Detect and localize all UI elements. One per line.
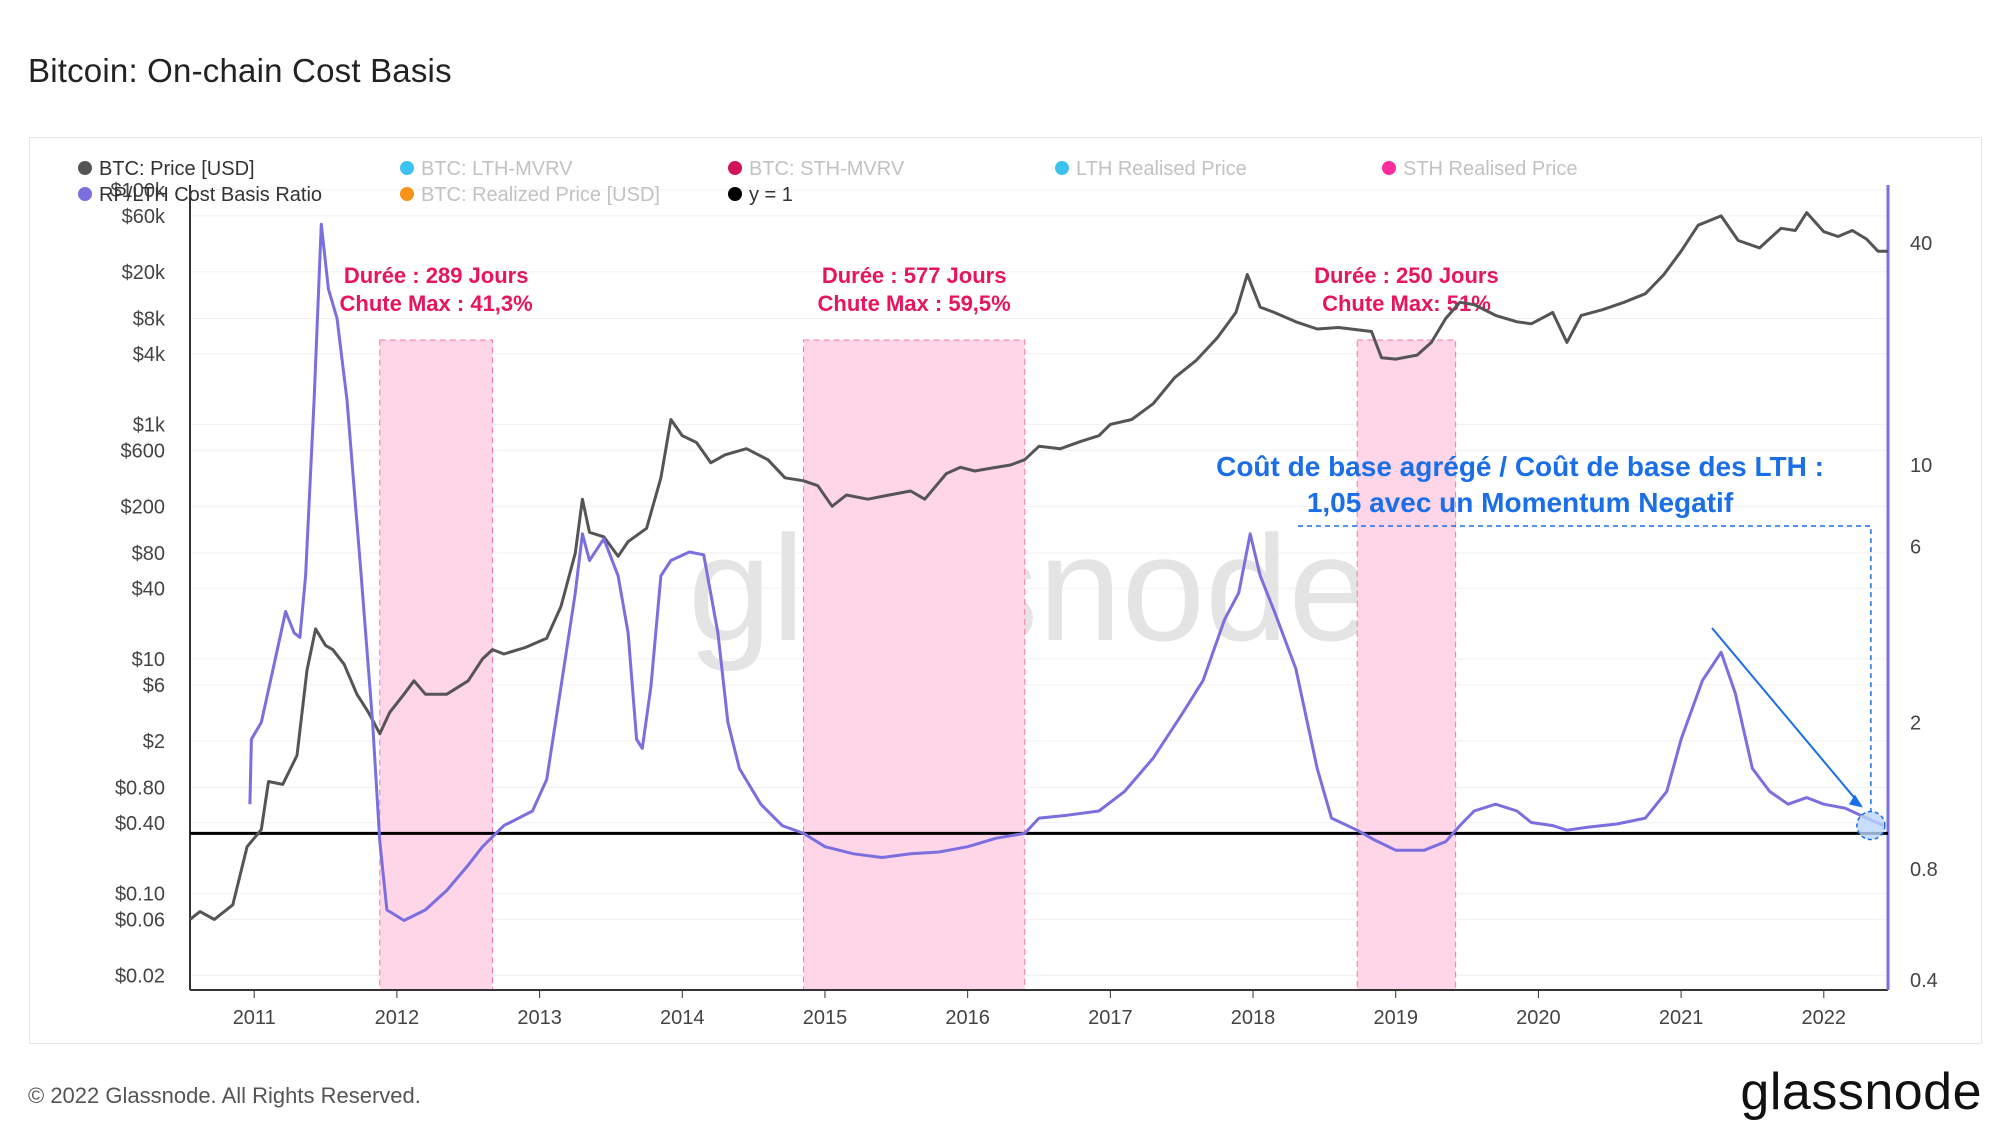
legend-label: BTC: LTH-MVRV [421, 158, 573, 180]
y-left-tick-label: $20k [122, 262, 166, 284]
x-tick-label: 2013 [517, 1007, 562, 1029]
x-tick-label: 2020 [1516, 1007, 1561, 1029]
x-tick-label: 2017 [1088, 1007, 1133, 1029]
y-left-tick-label: $2 [143, 731, 165, 753]
y-left-tick-label: $0.80 [115, 777, 165, 799]
legend-label: BTC: Realized Price [USD] [421, 184, 660, 206]
y-left-tick-label: $200 [121, 496, 166, 518]
x-tick-label: 2014 [660, 1007, 705, 1029]
legend-marker [1055, 161, 1069, 175]
x-tick-label: 2011 [233, 1007, 276, 1029]
y-left-tick-label: $0.06 [115, 909, 165, 931]
y-left-tick-label: $0.40 [115, 813, 165, 835]
legend-marker [728, 187, 742, 201]
legend-marker [1382, 161, 1396, 175]
legend-label: BTC: Price [USD] [99, 158, 255, 180]
region-duration-label: Durée : 289 Jours [344, 263, 529, 288]
x-tick-label: 2015 [803, 1007, 848, 1029]
copyright-footer: © 2022 Glassnode. All Rights Reserved. [28, 1083, 421, 1108]
cost-basis-ratio-line [248, 222, 1885, 922]
y-left-tick-label: $600 [121, 440, 166, 462]
y-right-tick-label: 40 [1910, 233, 1932, 255]
y-right-tick-label: 10 [1910, 455, 1932, 477]
y-left-tick-label: $100k [111, 180, 166, 202]
annotation-line-2: 1,05 avec un Momentum Negatif [1307, 487, 1734, 518]
y-left-tick-label: $0.02 [115, 965, 165, 987]
legend-label: BTC: STH-MVRV [749, 158, 905, 180]
price-series-line [189, 211, 1888, 921]
y-right-tick-label: 0.8 [1910, 859, 1938, 881]
y-right-tick-label: 2 [1910, 712, 1921, 734]
y-left-tick-label: $8k [133, 308, 166, 330]
annotation-highlight-circle [1856, 810, 1886, 841]
region-drawdown-label: Chute Max : 41,3% [340, 291, 533, 316]
y-right-tick-label: 6 [1910, 537, 1921, 559]
y-left-tick-label: $0.10 [115, 883, 165, 905]
legend-marker [78, 161, 92, 175]
x-tick-label: 2019 [1373, 1007, 1418, 1029]
y-left-tick-label: $1k [133, 414, 166, 436]
legend-marker [728, 161, 742, 175]
shaded-drawdown-region [379, 339, 494, 991]
legend-marker [400, 161, 414, 175]
momentum-arrow-head [1848, 794, 1863, 808]
x-tick-label: 2021 [1659, 1007, 1704, 1029]
shaded-drawdown-region [1356, 339, 1457, 991]
legend-label: RP/LTH Cost Basis Ratio [99, 184, 322, 206]
watermark: glassnode [688, 504, 1372, 672]
legend-label: y = 1 [749, 184, 793, 206]
x-tick-label: 2012 [375, 1007, 420, 1029]
page-title: Bitcoin: On-chain Cost Basis [28, 52, 452, 89]
legend-marker [78, 187, 92, 201]
y-left-tick-label: $4k [133, 344, 166, 366]
shaded-drawdown-region [803, 339, 1026, 991]
y-left-tick-label: $40 [132, 578, 165, 600]
x-tick-label: 2016 [945, 1007, 990, 1029]
region-duration-label: Durée : 250 Jours [1314, 263, 1499, 288]
y-left-tick-label: $6 [143, 675, 165, 697]
brand-logo: glassnode [1740, 1063, 1982, 1121]
legend-marker [400, 187, 414, 201]
annotation-line-1: Coût de base agrégé / Coût de base des L… [1216, 451, 1824, 482]
y-left-tick-label: $60k [122, 206, 166, 228]
chart-panel [29, 137, 1982, 1044]
x-tick-label: 2022 [1802, 1007, 1847, 1029]
legend-label: LTH Realised Price [1076, 158, 1247, 180]
legend-label: STH Realised Price [1403, 158, 1578, 180]
region-drawdown-label: Chute Max : 59,5% [818, 291, 1011, 316]
y-right-tick-label: 0.4 [1910, 970, 1938, 992]
region-duration-label: Durée : 577 Jours [822, 263, 1007, 288]
y-left-tick-label: $10 [132, 649, 165, 671]
momentum-arrow [1711, 627, 1862, 807]
x-tick-label: 2018 [1231, 1007, 1276, 1029]
annotation-dashed-bracket [1298, 525, 1872, 812]
y-left-tick-label: $80 [132, 543, 165, 565]
